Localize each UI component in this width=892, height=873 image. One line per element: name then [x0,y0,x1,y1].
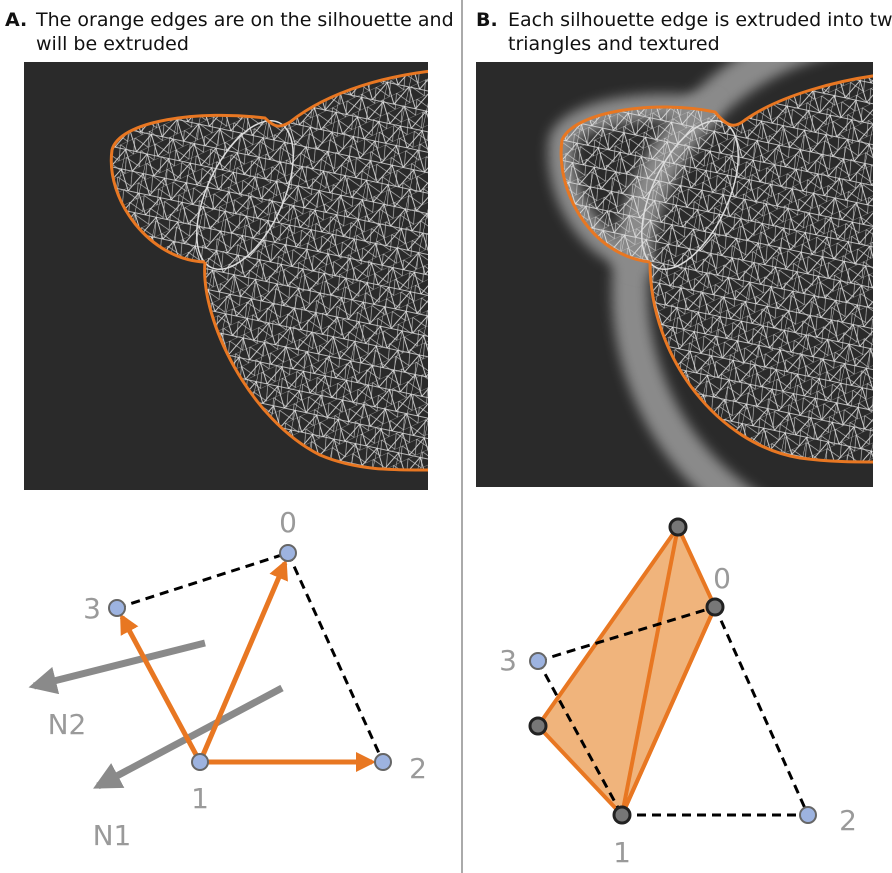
panel-label: A. [5,9,27,31]
vertex-label: 1 [191,782,209,815]
vertex-label: 1 [613,836,631,869]
vertex-label: 3 [83,592,101,625]
vertex-label: 2 [409,752,427,785]
diagram-b: 0 1 2 3 [499,519,857,869]
figure: A. The orange edges are on the silhouett… [0,0,892,873]
caption: Each silhouette edge is extruded into tw… [508,9,892,31]
caption: The orange edges are on the silhouette a… [35,9,454,31]
diagram-a: 0 1 2 3 N2 N1 [34,506,427,852]
render-b [476,30,892,550]
caption: triangles and textured [508,33,720,55]
vertex-label: 0 [713,562,731,595]
caption: will be extruded [36,33,189,55]
vertex-label: 3 [499,644,517,677]
render-a [24,62,440,490]
figure-svg: A. The orange edges are on the silhouett… [0,0,892,873]
normal-label: N2 [48,708,87,741]
panel-label: B. [476,9,498,31]
normal-label: N1 [93,819,132,852]
vertex-label: 2 [839,804,857,837]
vertex-label: 0 [279,506,297,539]
